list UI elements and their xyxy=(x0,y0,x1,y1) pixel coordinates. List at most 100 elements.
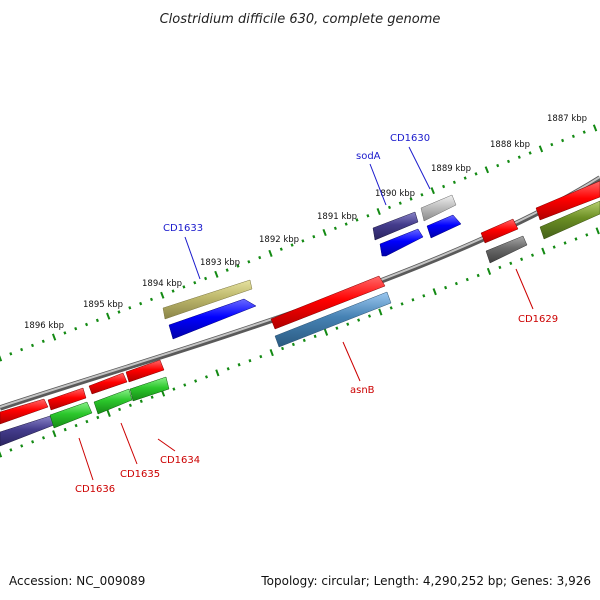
minor-tick-mark xyxy=(247,260,251,264)
gene-label-cd1630[interactable]: CD1630 xyxy=(390,133,430,144)
minor-tick-mark xyxy=(193,280,197,285)
major-tick-mark xyxy=(484,166,490,174)
minor-tick-mark xyxy=(226,367,230,371)
minor-tick-mark xyxy=(237,363,241,367)
minor-tick-mark xyxy=(444,285,448,290)
minor-tick-mark xyxy=(561,138,565,143)
minor-tick-mark xyxy=(279,247,283,251)
leader-line-cd1635 xyxy=(120,422,138,465)
minor-tick-mark xyxy=(357,318,361,322)
minor-tick-mark xyxy=(281,346,285,351)
gene-label-cd1636[interactable]: CD1636 xyxy=(75,484,115,495)
minor-tick-mark xyxy=(291,342,295,347)
tick-labels: 1887 kbp 1888 kbp 1889 kbp 1890 kbp 1891… xyxy=(24,114,587,331)
tick-label: 1892 kbp xyxy=(259,235,299,245)
minor-tick-mark xyxy=(74,327,78,331)
gene-label-asnb[interactable]: asnB xyxy=(350,385,375,396)
leader-line-cd1629 xyxy=(515,268,534,310)
minor-tick-mark xyxy=(194,379,198,383)
minor-tick-mark xyxy=(31,440,35,444)
major-tick-mark xyxy=(432,288,437,296)
minor-tick-mark xyxy=(520,257,524,261)
minor-tick-mark xyxy=(582,130,586,134)
major-tick-mark xyxy=(106,409,111,417)
major-tick-mark xyxy=(592,124,598,132)
tick-label: 1891 kbp xyxy=(317,212,357,222)
minor-tick-mark xyxy=(313,334,317,339)
minor-tick-mark xyxy=(171,289,175,293)
minor-tick-mark xyxy=(585,233,589,237)
minor-tick-mark xyxy=(118,407,122,412)
minor-tick-mark xyxy=(367,314,372,318)
minor-tick-mark xyxy=(236,264,240,268)
minor-tick-mark xyxy=(355,218,359,222)
tick-label: 1890 kbp xyxy=(375,189,415,199)
minor-tick-mark xyxy=(248,359,252,363)
leader-line-asnb xyxy=(342,341,361,382)
minor-tick-mark xyxy=(454,281,458,286)
minor-tick-mark xyxy=(183,383,187,387)
minor-tick-mark xyxy=(258,255,262,260)
minor-tick-mark xyxy=(312,235,316,239)
minor-tick-mark xyxy=(85,419,89,424)
minor-tick-mark xyxy=(128,306,132,310)
gene-label-soda[interactable]: sodA xyxy=(356,151,381,162)
tick-label: 1895 kbp xyxy=(83,300,123,310)
gene-feature-cd1635 xyxy=(88,372,133,415)
major-tick-mark xyxy=(52,430,57,438)
minor-tick-mark xyxy=(139,301,143,306)
major-tick-mark xyxy=(106,312,111,320)
gene-labels: CD1630 sodA CD1633 CD1629 asnB CD1634 CD… xyxy=(75,133,558,495)
minor-tick-mark xyxy=(9,448,13,452)
gene-feature-cd1629 xyxy=(480,218,528,264)
minor-tick-mark xyxy=(41,339,45,343)
minor-tick-mark xyxy=(465,277,469,282)
major-tick-mark xyxy=(323,328,329,336)
gene-label-cd1633[interactable]: CD1633 xyxy=(163,223,203,234)
minor-tick-mark xyxy=(476,273,480,278)
minor-tick-mark xyxy=(128,403,132,407)
gene-feature-right-edge xyxy=(535,180,600,240)
minor-tick-mark xyxy=(172,387,176,391)
minor-tick-mark xyxy=(400,302,404,306)
minor-tick-mark xyxy=(20,347,24,352)
gene-feature-cd1630 xyxy=(420,194,462,239)
gene-label-cd1635[interactable]: CD1635 xyxy=(120,469,160,480)
minor-tick-mark xyxy=(389,306,393,310)
minor-tick-mark xyxy=(517,155,521,159)
minor-tick-mark xyxy=(398,201,402,205)
minor-tick-mark xyxy=(30,343,35,348)
lower-tick-track xyxy=(0,227,600,458)
major-tick-mark xyxy=(430,187,435,195)
minor-tick-mark xyxy=(259,354,263,359)
gene-label-cd1634[interactable]: CD1634 xyxy=(160,455,200,466)
gene-feature-asnb xyxy=(270,275,392,348)
leader-line-cd1630 xyxy=(408,146,431,190)
minor-tick-mark xyxy=(474,172,478,176)
minor-tick-mark xyxy=(571,134,575,138)
minor-tick-mark xyxy=(41,436,46,440)
minor-tick-mark xyxy=(442,184,446,189)
minor-tick-mark xyxy=(563,241,567,245)
minor-tick-mark xyxy=(530,253,535,257)
minor-tick-mark xyxy=(84,322,89,327)
major-tick-mark xyxy=(378,308,383,316)
minor-tick-mark xyxy=(204,375,209,379)
tick-label: 1889 kbp xyxy=(431,164,471,174)
minor-tick-mark xyxy=(528,151,532,155)
leader-line-cd1636 xyxy=(78,437,94,481)
minor-tick-mark xyxy=(498,265,502,270)
minor-tick-mark xyxy=(552,245,556,249)
leader-line-cd1634 xyxy=(157,438,176,452)
minor-tick-mark xyxy=(463,176,467,180)
tick-label: 1887 kbp xyxy=(547,114,587,124)
minor-tick-mark xyxy=(204,276,208,281)
major-tick-mark xyxy=(268,249,273,257)
minor-tick-mark xyxy=(139,399,143,403)
major-tick-mark xyxy=(376,208,381,216)
gene-feature-cd1634 xyxy=(125,359,170,402)
major-tick-mark xyxy=(486,267,492,275)
tick-label: 1893 kbp xyxy=(200,258,240,268)
gene-label-cd1629[interactable]: CD1629 xyxy=(518,314,558,325)
leader-line-soda xyxy=(369,163,387,206)
